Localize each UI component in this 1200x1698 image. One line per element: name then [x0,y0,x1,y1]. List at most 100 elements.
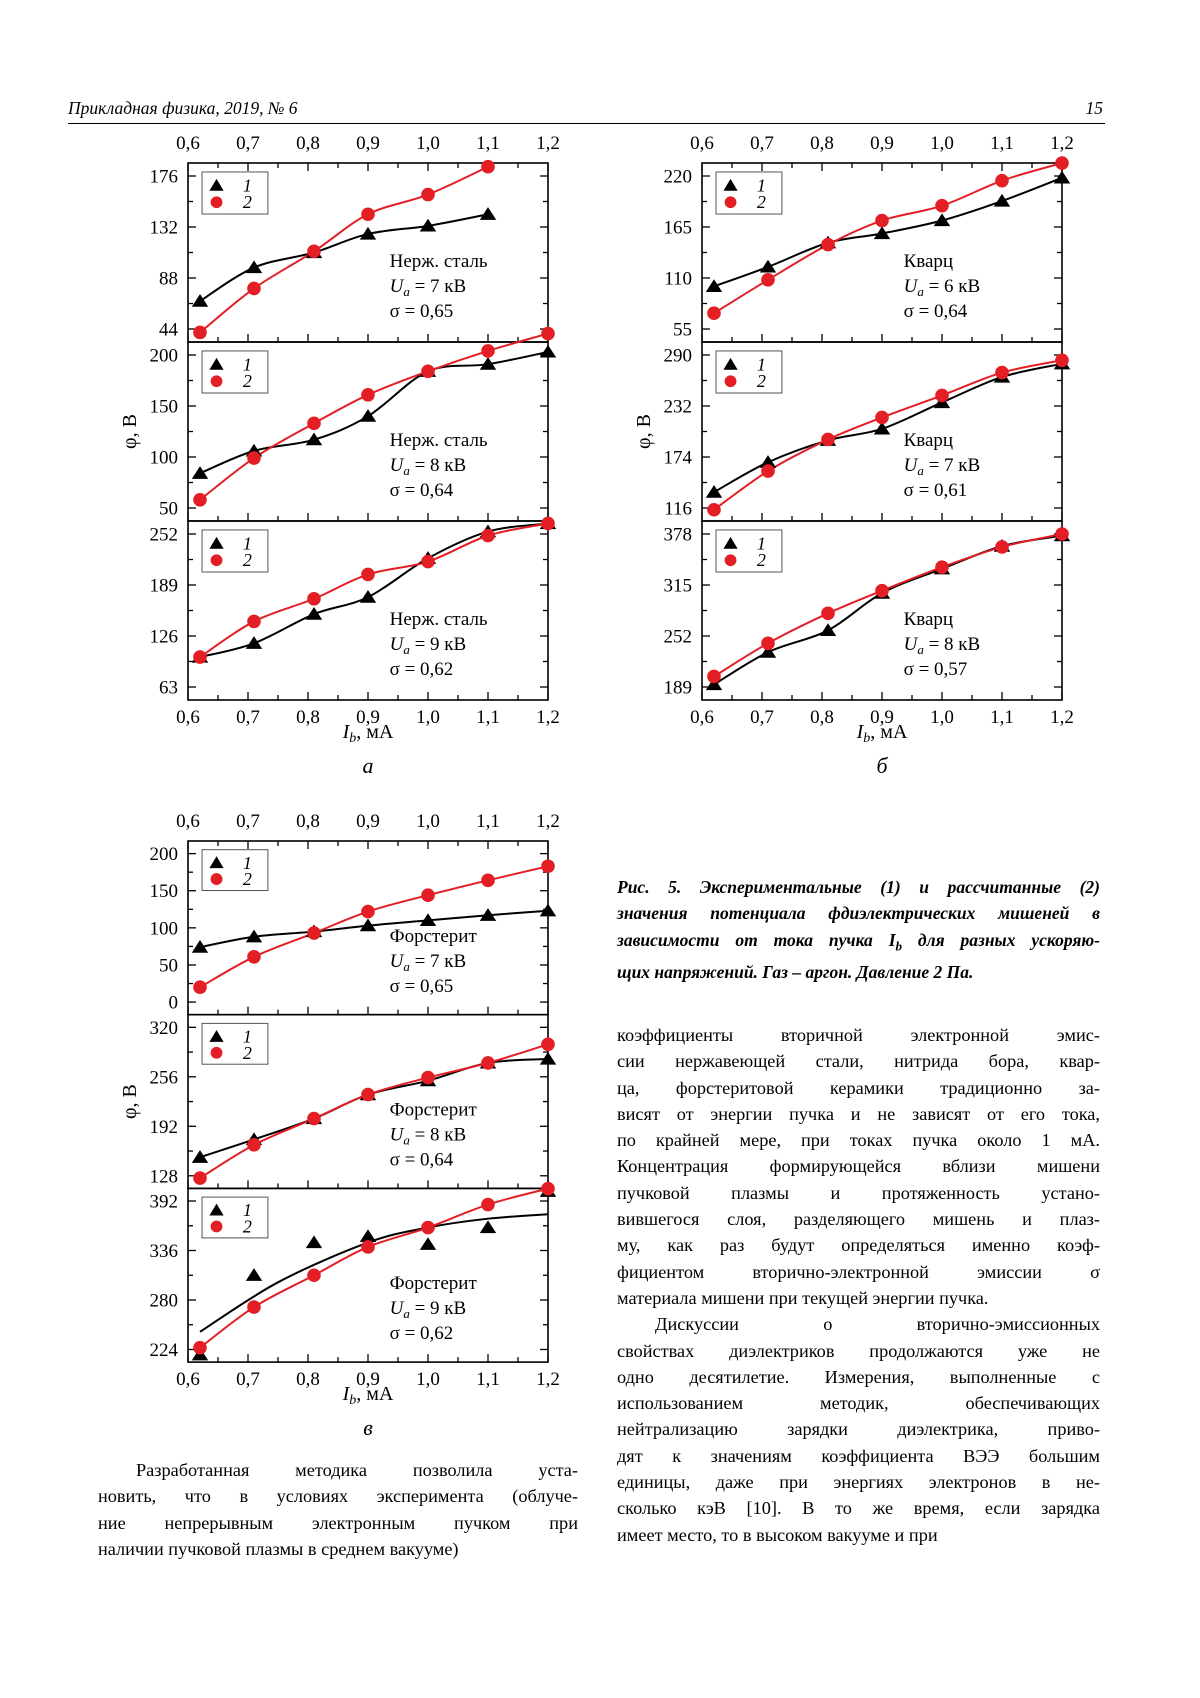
svg-text:φ, B: φ, B [119,1084,141,1119]
svg-text:0,7: 0,7 [750,133,774,154]
svg-text:165: 165 [664,218,693,239]
svg-text:0,8: 0,8 [296,811,320,832]
svg-text:100: 100 [150,448,179,469]
svg-text:1,2: 1,2 [536,811,560,832]
svg-text:132: 132 [150,218,179,239]
svg-text:1,2: 1,2 [1050,133,1074,154]
svg-text:116: 116 [664,499,692,520]
svg-text:Форстерит: Форстерит [390,1099,478,1120]
svg-text:55: 55 [673,320,692,341]
svg-text:0,8: 0,8 [296,1369,320,1390]
svg-text:0,6: 0,6 [176,1369,200,1390]
svg-text:Кварц: Кварц [904,430,954,451]
svg-text:0,9: 0,9 [356,811,380,832]
svg-text:0,6: 0,6 [690,133,714,154]
svg-text:150: 150 [150,397,179,418]
svg-text:200: 200 [150,346,179,367]
svg-text:φ, B: φ, B [119,414,141,449]
svg-text:φ, B: φ, B [633,414,655,449]
svg-text:Форстерит: Форстерит [390,926,478,947]
svg-text:Ib, мА: Ib, мА [342,1383,394,1408]
svg-text:176: 176 [150,167,179,188]
svg-text:50: 50 [159,499,178,520]
svg-text:50: 50 [159,955,178,976]
svg-text:0,9: 0,9 [870,133,894,154]
svg-text:а: а [363,753,374,778]
svg-text:Ua = 9 кВ: Ua = 9 кВ [390,634,467,657]
svg-text:0,7: 0,7 [236,707,260,728]
svg-text:189: 189 [150,576,179,597]
svg-text:1,2: 1,2 [536,1369,560,1390]
svg-text:0,7: 0,7 [236,811,260,832]
svg-text:1,0: 1,0 [416,133,440,154]
svg-text:2: 2 [757,550,766,570]
svg-text:Ib, мА: Ib, мА [856,721,908,746]
svg-text:192: 192 [150,1117,179,1138]
svg-text:2: 2 [243,371,252,391]
svg-text:1,1: 1,1 [990,133,1014,154]
svg-text:1,2: 1,2 [1050,707,1074,728]
svg-text:150: 150 [150,881,179,902]
svg-text:Кварц: Кварц [904,609,954,630]
svg-text:0,6: 0,6 [176,707,200,728]
svg-text:2: 2 [243,550,252,570]
svg-text:1,2: 1,2 [536,707,560,728]
svg-text:1,0: 1,0 [416,811,440,832]
svg-text:2: 2 [243,1043,252,1063]
svg-text:63: 63 [159,678,178,699]
svg-text:128: 128 [150,1166,179,1187]
svg-text:σ = 0,57: σ = 0,57 [904,659,968,680]
svg-text:в: в [363,1415,373,1440]
svg-text:σ = 0,65: σ = 0,65 [390,976,454,997]
svg-text:1,0: 1,0 [416,1369,440,1390]
svg-text:б: б [876,753,888,778]
svg-text:378: 378 [664,525,693,546]
svg-text:0,6: 0,6 [690,707,714,728]
svg-text:2: 2 [243,192,252,212]
svg-text:100: 100 [150,918,179,939]
svg-text:Нерж. сталь: Нерж. сталь [390,251,488,272]
svg-text:320: 320 [150,1018,179,1039]
svg-text:σ = 0,62: σ = 0,62 [390,1323,454,1344]
svg-text:σ = 0,64: σ = 0,64 [390,1149,454,1170]
svg-text:1,1: 1,1 [476,1369,500,1390]
svg-text:0,7: 0,7 [750,707,774,728]
svg-text:Ua = 8 кВ: Ua = 8 кВ [390,1124,467,1147]
svg-text:1,0: 1,0 [930,133,954,154]
svg-text:Ua = 8 кВ: Ua = 8 кВ [904,634,981,657]
svg-text:44: 44 [159,320,179,341]
svg-text:1,1: 1,1 [476,133,500,154]
svg-text:1,1: 1,1 [476,707,500,728]
svg-text:0,9: 0,9 [356,133,380,154]
svg-text:126: 126 [150,627,179,648]
svg-text:336: 336 [150,1241,179,1262]
svg-text:σ = 0,62: σ = 0,62 [390,659,454,680]
svg-text:189: 189 [664,678,693,699]
svg-text:1,0: 1,0 [930,707,954,728]
svg-text:σ = 0,61: σ = 0,61 [904,480,968,501]
svg-text:σ = 0,65: σ = 0,65 [390,301,454,322]
svg-text:0,8: 0,8 [296,133,320,154]
svg-text:Форстерит: Форстерит [390,1273,478,1294]
svg-text:Ua = 6 кВ: Ua = 6 кВ [904,276,981,299]
svg-text:σ = 0,64: σ = 0,64 [904,301,968,322]
svg-text:2: 2 [757,192,766,212]
svg-text:0,8: 0,8 [810,707,834,728]
svg-text:2: 2 [243,869,252,889]
svg-text:110: 110 [664,269,692,290]
svg-text:Ua = 9 кВ: Ua = 9 кВ [390,1298,467,1321]
svg-text:290: 290 [664,346,693,367]
svg-text:0,6: 0,6 [176,133,200,154]
svg-text:0,7: 0,7 [236,1369,260,1390]
svg-text:0,7: 0,7 [236,133,260,154]
svg-text:315: 315 [664,576,693,597]
svg-text:0,8: 0,8 [296,707,320,728]
svg-text:2: 2 [757,371,766,391]
svg-text:σ = 0,64: σ = 0,64 [390,480,454,501]
svg-text:Ib, мА: Ib, мА [342,721,394,746]
svg-text:392: 392 [150,1192,179,1213]
svg-text:1,1: 1,1 [476,811,500,832]
svg-text:88: 88 [159,269,178,290]
svg-text:252: 252 [664,627,693,648]
svg-text:1,1: 1,1 [990,707,1014,728]
